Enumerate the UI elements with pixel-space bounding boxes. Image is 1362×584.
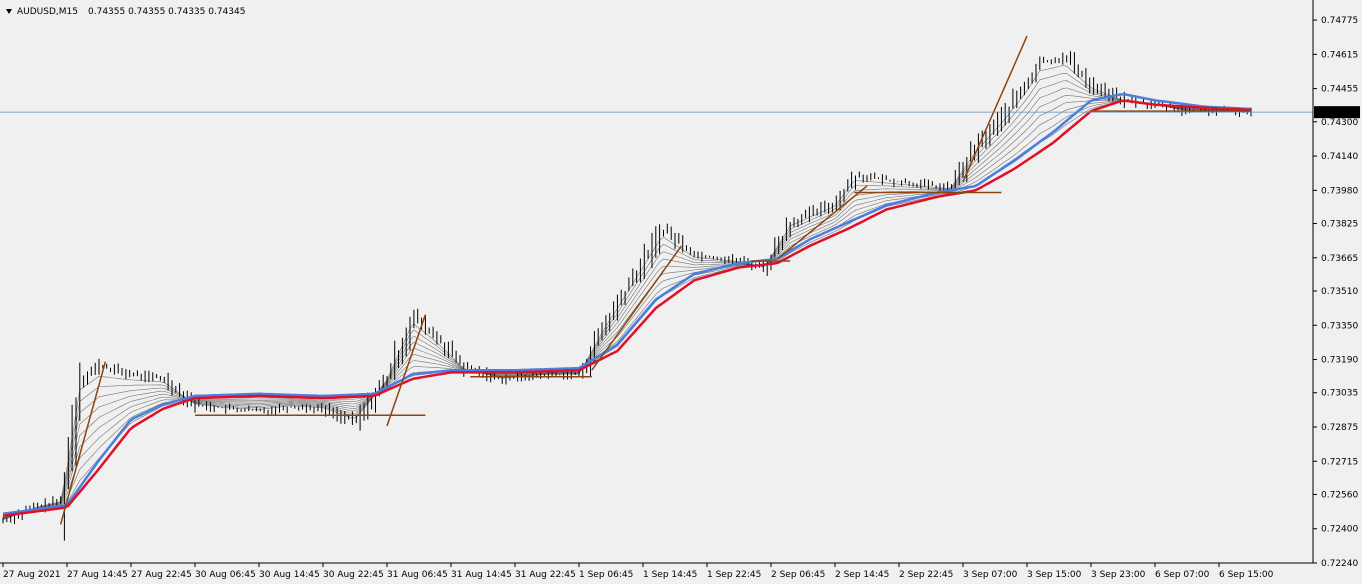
- time-tick-label: 1 Sep 06:45: [579, 570, 633, 580]
- time-tick-label: 6 Sep 07:00: [1155, 570, 1210, 580]
- price-tick-label: 0.72240: [1321, 559, 1358, 569]
- time-tick-label: 6 Sep 15:00: [1219, 570, 1274, 580]
- price-tick-label: 0.74455: [1321, 85, 1358, 95]
- time-tick-label: 1 Sep 14:45: [643, 570, 697, 580]
- time-tick-label: 3 Sep 15:00: [1027, 570, 1082, 580]
- symbol-label: AUDUSD,M15: [17, 7, 78, 17]
- price-tick-label: 0.72400: [1321, 525, 1358, 535]
- time-tick-label: 30 Aug 14:45: [259, 570, 320, 580]
- time-tick-label: 27 Aug 14:45: [67, 570, 128, 580]
- price-tick-label: 0.72560: [1321, 490, 1358, 500]
- ema-fan-line: [2, 100, 1252, 518]
- time-tick-label: 31 Aug 06:45: [387, 570, 448, 580]
- ohlc-readout: 0.74355 0.74355 0.74335 0.74345: [88, 7, 245, 17]
- time-tick-label: 31 Aug 14:45: [451, 570, 512, 580]
- time-tick-label: 27 Aug 22:45: [131, 570, 192, 580]
- price-tick-label: 0.73510: [1321, 287, 1358, 297]
- price-tick-label: 0.73035: [1321, 389, 1358, 399]
- trendline[interactable]: [776, 185, 868, 260]
- ema-fan-line: [2, 72, 1252, 520]
- time-tick-label: 31 Aug 22:45: [515, 570, 576, 580]
- time-tick-label: 2 Sep 22:45: [899, 570, 953, 580]
- ema-fan-line: [2, 87, 1252, 519]
- ema-fan-line: [2, 65, 1252, 520]
- price-tick-label: 0.74615: [1321, 50, 1358, 60]
- current-price-label: 0.74345: [1321, 108, 1358, 118]
- price-tick-label: 0.73980: [1321, 186, 1358, 196]
- trendline[interactable]: [386, 314, 427, 427]
- time-axis[interactable]: 27 Aug 2021 27 Aug 14:45 27 Aug 22:45 30 Au…: [2, 563, 1274, 580]
- ema-red-line: [2, 99, 1252, 518]
- price-axis[interactable]: 0.72240 0.72400 0.72560 0.72715 0.72875 0.730…: [1313, 16, 1358, 569]
- ema-fan-line: [2, 94, 1252, 519]
- ema-lines-layer: [2, 92, 1252, 518]
- time-tick-label: 30 Aug 06:45: [195, 570, 256, 580]
- trendline[interactable]: [59, 361, 107, 525]
- time-tick-label: 30 Aug 22:45: [323, 570, 384, 580]
- ema-fan-line: [2, 100, 1252, 517]
- price-tick-label: 0.73190: [1321, 356, 1358, 366]
- time-tick-label: 2 Sep 06:45: [771, 570, 825, 580]
- time-tick-label: 27 Aug 2021: [3, 570, 61, 580]
- time-tick-label: 3 Sep 23:00: [1091, 570, 1146, 580]
- price-tick-label: 0.73665: [1321, 254, 1358, 264]
- time-tick-label: 2 Sep 14:45: [835, 570, 889, 580]
- price-bars-layer: [2, 51, 1252, 541]
- price-tick-label: 0.73825: [1321, 220, 1358, 230]
- trendline[interactable]: [962, 35, 1028, 183]
- price-tick-label: 0.72715: [1321, 457, 1358, 467]
- price-tick-label: 0.74300: [1321, 118, 1358, 128]
- price-tick-label: 0.72875: [1321, 423, 1358, 433]
- price-tick-label: 0.74775: [1321, 16, 1358, 26]
- ema-fan-line: [2, 100, 1252, 518]
- time-tick-label: 1 Sep 22:45: [707, 570, 761, 580]
- trendline[interactable]: [591, 245, 683, 371]
- triangle-down-icon[interactable]: [6, 9, 12, 14]
- ema-blue-line: [2, 92, 1252, 515]
- price-tick-label: 0.73350: [1321, 321, 1358, 331]
- ema-fan-line: [2, 80, 1252, 520]
- time-tick-label: 3 Sep 07:00: [963, 570, 1018, 580]
- current-price-tag: [1314, 106, 1360, 119]
- price-tick-label: 0.74140: [1321, 152, 1358, 162]
- trendlines-layer[interactable]: [59, 35, 1251, 525]
